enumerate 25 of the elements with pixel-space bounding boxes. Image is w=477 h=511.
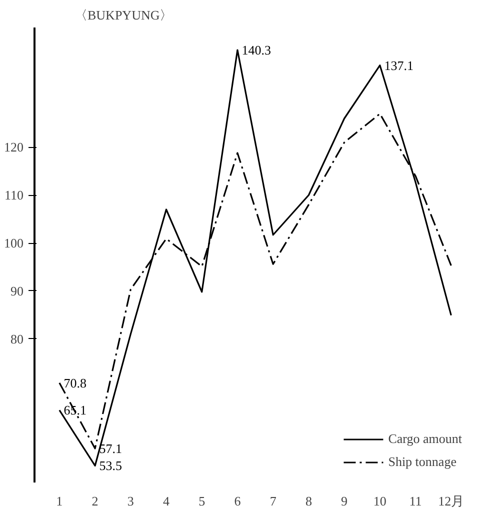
y-tick-label: 80 — [10, 331, 24, 346]
data-label: 137.1 — [384, 58, 414, 73]
y-tick-label: 90 — [10, 283, 24, 298]
x-tick-label: 6 — [234, 494, 242, 508]
x-tick-label: 3 — [127, 494, 134, 508]
y-tick-label: 110 — [4, 188, 24, 203]
x-tick-label: 1 — [56, 494, 63, 508]
x-tick-label: 4 — [163, 494, 170, 508]
x-tick-label: 8 — [305, 494, 312, 508]
x-tick-label: 2 — [92, 494, 98, 508]
legend-label: Ship tonnage — [388, 454, 456, 470]
data-label: 70.8 — [64, 375, 86, 390]
data-label: 57.1 — [99, 440, 122, 456]
x-tick-label: 11 — [409, 494, 422, 508]
x-tick-label: 5 — [198, 494, 206, 508]
x-tick-label: 10 — [373, 494, 386, 508]
x-tick-label: 9 — [341, 494, 348, 508]
y-tick-label: 120 — [4, 140, 24, 155]
data-label: 140.3 — [242, 42, 271, 58]
x-tick-label: 12月 — [438, 494, 464, 508]
chart-title: 〈BUKPYUNG〉 — [74, 8, 173, 22]
x-tick-label: 7 — [270, 494, 277, 508]
legend-label: Cargo amount — [388, 431, 462, 447]
y-tick-label: 100 — [4, 236, 24, 251]
data-label: 53.5 — [99, 458, 122, 474]
